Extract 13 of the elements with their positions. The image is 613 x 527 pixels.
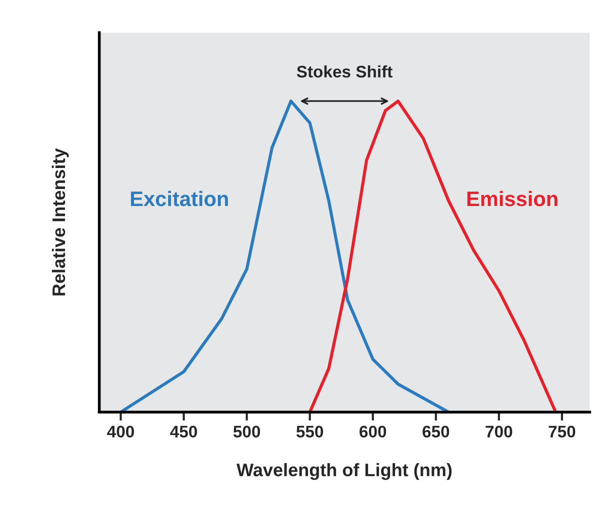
y-axis-title: Relative Intensity [52,148,69,296]
x-tick-label: 450 [170,426,197,438]
x-tick-label: 700 [486,426,512,438]
x-tick-label: 600 [360,426,386,438]
x-tick-label: 650 [422,426,450,438]
series-label: Excitation [130,190,228,206]
series-label: Emission [467,190,558,206]
x-tick-label: 550 [296,426,324,438]
x-tick-label: 750 [548,426,576,438]
x-axis-title: Wavelength of Light (nm) [236,463,452,480]
x-tick-label: 400 [107,426,134,438]
text: Stokes Shift [296,65,392,78]
x-tick-label: 500 [233,426,260,438]
